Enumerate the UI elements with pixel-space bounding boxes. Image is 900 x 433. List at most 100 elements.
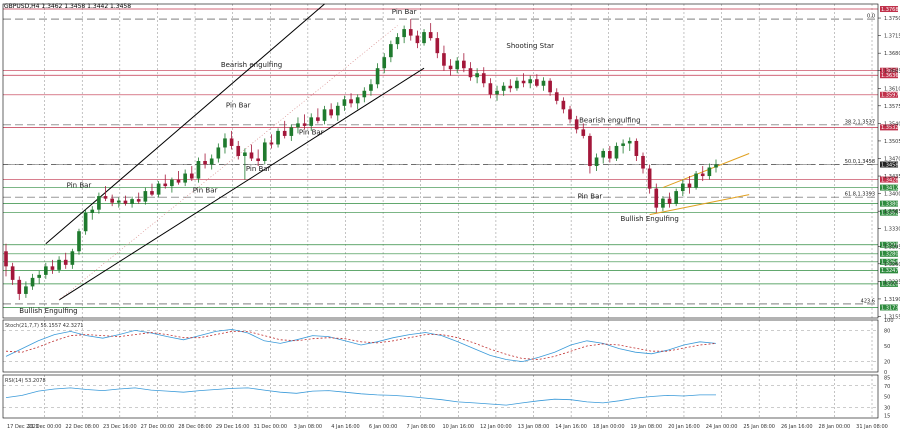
time-tick-label: 24 Jan 00:00 — [706, 424, 738, 430]
fib-label: 50.0,1.3458 — [845, 159, 875, 165]
pattern-label: Bearish engulfing — [579, 116, 640, 124]
candle-body — [395, 37, 400, 45]
current-price-label: 1.3458 — [881, 162, 899, 168]
current-price-badge — [880, 161, 898, 168]
candle-body — [302, 123, 307, 126]
candle-body — [641, 155, 645, 169]
level-label: 1.3412 — [881, 185, 899, 191]
candle-body — [4, 251, 8, 267]
candle-body — [541, 80, 546, 86]
candle-body — [349, 99, 353, 104]
price-tick-label: 1.3190 — [884, 297, 900, 303]
candle-body — [554, 92, 559, 101]
candle-body — [170, 179, 174, 187]
pattern-label: Pin Bar — [226, 101, 251, 109]
candle-body — [322, 109, 327, 121]
time-tick-label: 31 Jan 08:00 — [856, 424, 888, 430]
channel-upper-line — [45, 3, 325, 245]
candle-body — [369, 84, 373, 91]
candle-body — [30, 277, 35, 287]
candle-body — [588, 135, 592, 167]
time-tick-label: 17 Dec 2021 — [7, 424, 39, 430]
stoch-k-line — [5, 328, 717, 363]
candlesticks — [4, 19, 718, 300]
candle-body — [481, 73, 486, 84]
candle-body — [627, 140, 632, 144]
candle-body — [608, 150, 612, 159]
candle-body — [468, 68, 473, 78]
candle-body — [548, 80, 552, 93]
time-tick-label: 10 Jan 16:00 — [442, 424, 474, 430]
candle-body — [243, 152, 247, 156]
candle-body — [249, 152, 254, 159]
symbol-title: GBPUSD,H4 1.3462 1.3458 1.3442 1.3458 — [4, 3, 131, 10]
level-badge — [880, 241, 898, 248]
candle-body — [156, 183, 161, 195]
level-badge — [880, 280, 898, 287]
candle-body — [150, 191, 154, 195]
vertical-grid — [44, 4, 873, 418]
candle-body — [116, 200, 121, 203]
candle-body — [528, 79, 533, 84]
candle-body — [621, 143, 625, 146]
stoch-tick-label: 20 — [884, 360, 890, 366]
pattern-label: Bullish Engulfing — [620, 215, 678, 223]
candle-body — [535, 79, 539, 86]
time-tick-label: 4 Jan 16:00 — [331, 424, 359, 430]
candle-body — [654, 188, 659, 208]
trend-channel — [45, 3, 750, 301]
candle-body — [501, 85, 506, 91]
candle-body — [24, 286, 28, 294]
price-axis: 1.3750 1.3715 1.3680 1.3645 1.3610 1.3575 1.35… — [2, 3, 900, 419]
time-tick-label: 31 Dec 00:00 — [253, 424, 287, 430]
candle-body — [223, 138, 227, 148]
level-label: 1.3597 — [881, 93, 899, 99]
candle-body — [661, 198, 665, 208]
candle-body — [203, 161, 207, 165]
price-tick-label: 1.3680 — [884, 51, 900, 57]
rsi-label: RSI(14) 53.2078 — [5, 378, 46, 384]
pattern-label: Pin Bar — [193, 187, 218, 195]
level-label: 1.3220 — [881, 282, 899, 288]
candle-body — [674, 191, 679, 204]
level-label: 1.3768 — [881, 7, 899, 13]
candle-body — [97, 196, 101, 210]
candle-body — [189, 173, 194, 179]
pattern-label: Pin Bar — [67, 182, 92, 190]
candle-body — [163, 183, 168, 187]
price-tick-label: 1.3155 — [884, 314, 900, 320]
channel-mid-line — [58, 25, 398, 301]
candle-body — [77, 231, 81, 252]
candle-body — [402, 29, 406, 38]
fib-label: 0.0 — [867, 14, 875, 20]
time-tick-label: 26 Jan 16:00 — [781, 424, 813, 430]
candle-body — [515, 80, 519, 89]
candle-body — [316, 117, 320, 121]
candle-body — [495, 90, 499, 95]
price-tick-label: 1.3750 — [884, 16, 900, 22]
candle-body — [581, 129, 586, 136]
candle-body — [136, 199, 141, 202]
candle-body — [209, 158, 214, 165]
candle-body — [262, 142, 267, 161]
rsi-line — [5, 387, 716, 406]
level-label: 1.3247 — [881, 268, 899, 274]
candle-body — [521, 80, 526, 84]
price-tick-label: 1.3645 — [884, 69, 900, 75]
stoch-label: Stoch(21,7,7) 55.1557 42.3271 — [5, 323, 83, 329]
candle-body — [183, 173, 187, 183]
level-badge — [880, 91, 898, 98]
candle-body — [110, 198, 114, 203]
candle-body — [176, 179, 181, 183]
time-tick-label: 3 Jan 08:00 — [294, 424, 322, 430]
level-label: 1.3298 — [881, 243, 899, 249]
level-badge — [880, 209, 898, 216]
candle-body — [428, 32, 433, 39]
level-label: 1.3636 — [881, 73, 899, 79]
candle-body — [83, 212, 88, 232]
candle-body — [462, 60, 466, 69]
candle-body — [561, 100, 566, 110]
candle-body — [707, 167, 712, 177]
